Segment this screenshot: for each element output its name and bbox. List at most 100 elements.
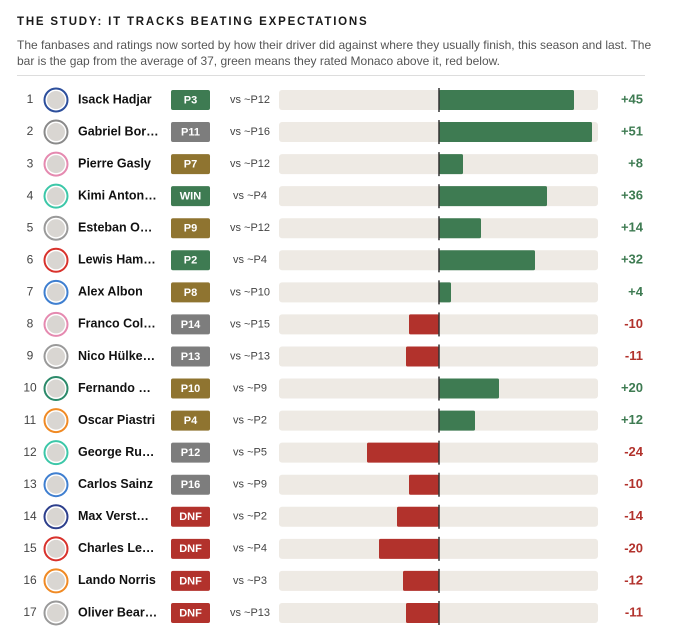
bar xyxy=(409,474,439,495)
value-label: +36 xyxy=(621,188,643,203)
badge xyxy=(171,474,210,495)
badge-label: P3 xyxy=(184,94,197,106)
value-label: +4 xyxy=(628,284,644,299)
bar xyxy=(367,442,439,463)
avatar xyxy=(47,187,65,206)
usual-finish: vs ~P12 xyxy=(230,222,270,234)
badge-label: DNF xyxy=(179,511,202,523)
rank: 15 xyxy=(23,541,37,555)
usual-finish: vs ~P5 xyxy=(233,447,267,459)
avatar xyxy=(47,283,65,302)
avatar xyxy=(47,123,65,142)
rank: 7 xyxy=(27,285,34,299)
badge-label: P4 xyxy=(184,415,198,427)
bar xyxy=(439,378,499,399)
avatar xyxy=(47,539,65,558)
value-label: +20 xyxy=(621,380,643,395)
badge xyxy=(171,506,210,527)
bar xyxy=(439,122,592,143)
avatar xyxy=(47,475,65,494)
badge xyxy=(171,442,210,463)
avatar xyxy=(47,219,65,238)
badge xyxy=(171,314,210,335)
avatar xyxy=(47,379,65,398)
badge-label: P10 xyxy=(181,383,201,395)
rank: 11 xyxy=(24,413,37,427)
value-label: -20 xyxy=(624,540,643,555)
usual-finish: vs ~P9 xyxy=(233,479,267,491)
badge xyxy=(171,154,210,175)
driver-name: Lando Norris xyxy=(78,573,156,587)
driver-name: Oscar Piastri xyxy=(78,413,155,427)
bar xyxy=(403,570,439,591)
rank: 3 xyxy=(27,156,34,170)
driver-name: Lewis Ham… xyxy=(78,253,156,267)
driver-name: Kimi Anton… xyxy=(78,188,157,202)
badge-label: P8 xyxy=(184,287,197,299)
driver-name: George Ru… xyxy=(78,445,154,459)
usual-finish: vs ~P10 xyxy=(230,286,270,298)
rank: 16 xyxy=(23,573,37,587)
rank: 9 xyxy=(27,349,34,363)
rank: 6 xyxy=(27,252,34,266)
rank: 12 xyxy=(23,445,37,459)
value-label: -14 xyxy=(624,508,644,523)
bar xyxy=(397,506,439,527)
driver-name: Carlos Sainz xyxy=(78,477,153,491)
badge-label: WIN xyxy=(180,191,201,203)
badge xyxy=(171,250,210,271)
avatar xyxy=(47,411,65,430)
avatar xyxy=(47,155,65,174)
usual-finish: vs ~P12 xyxy=(230,94,270,106)
usual-finish: vs ~P12 xyxy=(230,158,270,170)
driver-name: Alex Albon xyxy=(78,285,143,299)
badge-label: P14 xyxy=(181,319,201,331)
usual-finish: vs ~P13 xyxy=(230,350,270,362)
rank: 2 xyxy=(27,124,34,138)
badge xyxy=(171,186,210,207)
badge xyxy=(171,570,210,591)
badge-label: P12 xyxy=(181,447,201,459)
usual-finish: vs ~P13 xyxy=(230,607,270,619)
bar xyxy=(379,538,439,559)
subtitle: The fanbases and ratings now sorted by h… xyxy=(17,38,652,68)
driver-name: Oliver Bear… xyxy=(78,605,157,619)
value-label: +12 xyxy=(621,412,643,427)
driver-name: Max Verst… xyxy=(78,509,149,523)
bar xyxy=(439,90,574,110)
title: THE STUDY: IT TRACKS BEATING EXPECTATION… xyxy=(17,16,369,28)
value-label: -10 xyxy=(624,476,643,491)
usual-finish: vs ~P2 xyxy=(233,415,267,427)
driver-name: Pierre Gasly xyxy=(78,156,151,170)
bar xyxy=(439,410,475,431)
badge xyxy=(171,346,210,367)
bar xyxy=(439,282,451,303)
avatar xyxy=(47,571,65,590)
badge-label: P7 xyxy=(184,159,197,171)
badge xyxy=(171,122,210,143)
avatar xyxy=(47,315,65,334)
rank: 8 xyxy=(27,317,34,331)
rank: 4 xyxy=(27,188,34,202)
badge-label: DNF xyxy=(179,575,202,587)
usual-finish: vs ~P2 xyxy=(233,511,267,523)
driver-name: Fernando … xyxy=(78,381,151,395)
avatar xyxy=(47,443,65,462)
badge xyxy=(171,602,210,623)
rank: 10 xyxy=(23,381,37,395)
avatar xyxy=(47,91,65,109)
bar xyxy=(406,602,439,623)
avatar xyxy=(47,347,65,366)
value-label: -11 xyxy=(625,604,643,619)
rank: 1 xyxy=(27,92,34,106)
value-label: +45 xyxy=(621,91,643,106)
badge xyxy=(171,90,210,110)
rank: 14 xyxy=(23,509,37,523)
driver-name: Charles Le… xyxy=(78,541,154,555)
rank: 17 xyxy=(23,605,37,619)
badge xyxy=(171,282,210,303)
badge-label: P2 xyxy=(184,255,197,267)
badge-label: DNF xyxy=(179,607,202,619)
